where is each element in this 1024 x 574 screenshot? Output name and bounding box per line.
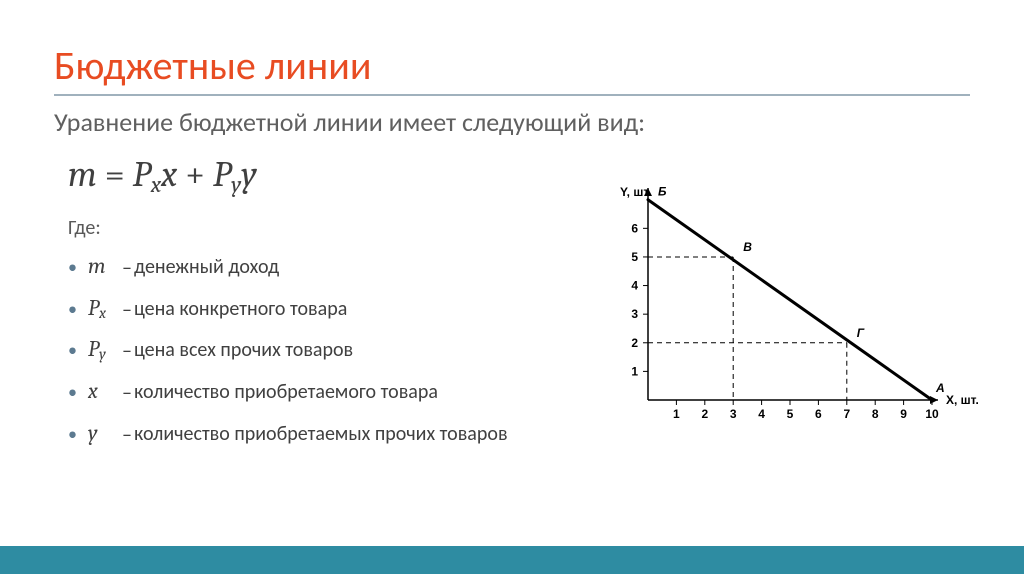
svg-text:1: 1: [673, 407, 680, 421]
svg-text:4: 4: [758, 407, 765, 421]
svg-text:4: 4: [631, 279, 638, 293]
svg-text:2: 2: [701, 407, 708, 421]
svg-text:5: 5: [787, 407, 794, 421]
svg-text:Г: Г: [857, 326, 865, 340]
svg-text:5: 5: [631, 250, 638, 264]
svg-text:9: 9: [900, 407, 907, 421]
title-underline: [54, 94, 970, 96]
svg-text:X, шт.: X, шт.: [946, 393, 979, 407]
svg-text:2: 2: [631, 336, 638, 350]
svg-text:7: 7: [843, 407, 850, 421]
svg-text:6: 6: [631, 221, 638, 235]
svg-text:1: 1: [631, 364, 638, 378]
svg-text:3: 3: [631, 307, 638, 321]
bullet-icon: •: [68, 292, 88, 326]
svg-text:8: 8: [872, 407, 879, 421]
bullet-icon: •: [68, 333, 88, 367]
budget-line-chart: 1 2 3 4 5 6 7 8 9 10 1 2 3 4 5 6 X, шт. Y, шт. Б В Г А: [604, 180, 984, 430]
bullet-icon: •: [68, 250, 88, 284]
svg-text:А: А: [935, 381, 945, 395]
slide-title: Бюджетные линии: [54, 44, 970, 88]
bullet-icon: •: [68, 375, 88, 409]
slide-subtitle: Уравнение бюджетной линии имеет следующи…: [54, 106, 970, 138]
svg-text:В: В: [743, 240, 752, 254]
bottom-accent-bar: [0, 546, 1024, 574]
svg-text:10: 10: [925, 407, 939, 421]
svg-text:Y, шт.: Y, шт.: [620, 185, 652, 199]
svg-text:Б: Б: [658, 185, 667, 199]
bullet-icon: •: [68, 417, 88, 451]
svg-text:3: 3: [730, 407, 737, 421]
svg-text:6: 6: [815, 407, 822, 421]
